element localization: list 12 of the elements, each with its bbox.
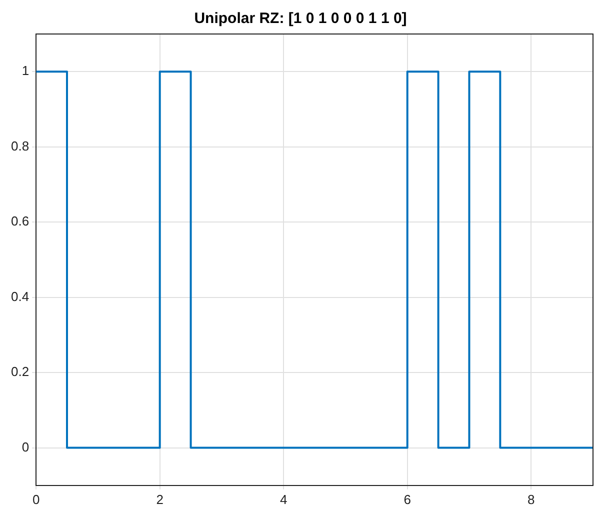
chart-title: Unipolar RZ: [1 0 1 0 0 0 1 1 0]: [194, 10, 407, 28]
x-tick-label: 4: [280, 492, 288, 507]
y-tick-label: 0.8: [10, 138, 30, 154]
x-tick-label: 2: [156, 492, 164, 507]
x-tick-label: 8: [528, 492, 535, 507]
x-tick-label: 6: [404, 492, 411, 507]
y-tick-label: 1: [22, 63, 30, 78]
y-tick-label: 0.6: [10, 214, 30, 229]
y-tick-label: 0: [22, 439, 30, 454]
y-tick-label: 0.2: [10, 364, 30, 380]
x-tick-label: 0: [32, 492, 40, 507]
y-tick-label: 0.4: [10, 288, 30, 304]
